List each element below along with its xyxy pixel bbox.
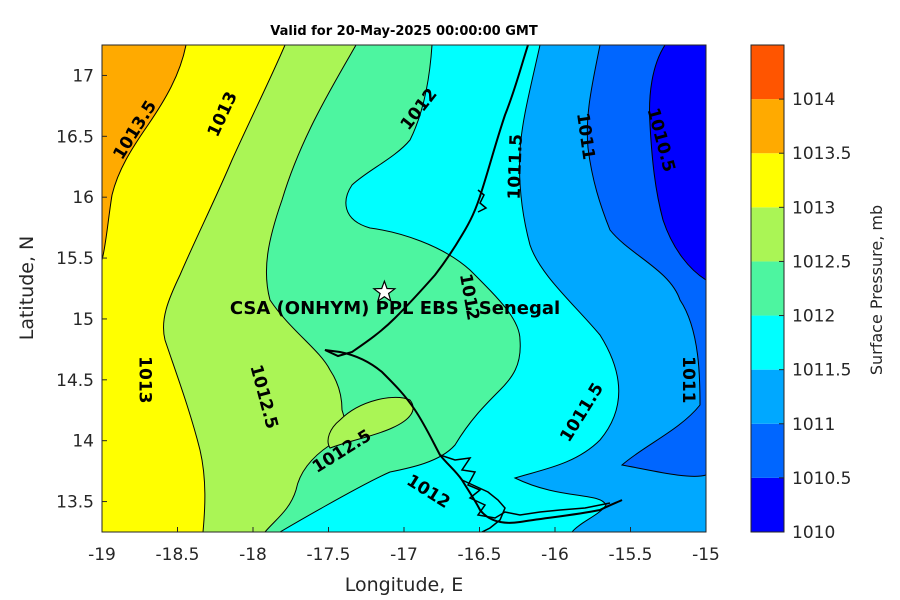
colorbar-swatch [751,315,784,370]
station-name: CSA (ONHYM) PPL EBS - Senegal [230,298,560,319]
colorbar-tick-label: 1011.5 [792,361,851,381]
colorbar-tick-label: 1010 [792,523,835,543]
y-tick-label: 16.5 [56,127,94,147]
colorbar-tick-label: 1010.5 [792,469,851,489]
colorbar-swatch [751,423,784,478]
colorbar-tick-label: 1014 [792,90,835,110]
y-tick-label: 15.5 [56,249,94,269]
coastline [324,45,623,524]
contour-fill [102,45,706,532]
colorbar-frame [750,44,785,533]
gambia-river [439,454,611,519]
band-1013 [102,45,286,532]
station-star-icon [372,279,397,303]
y-tick-label: 14 [72,432,94,452]
x-tick-label: -16.5 [458,545,502,565]
colorbar-swatch [751,477,784,532]
colorbar-tick-label: 1011 [792,415,835,435]
x-tick-label: -15 [692,545,720,565]
y-tick-label: 17 [72,66,94,86]
colorbar-tick-label: 1013.5 [792,144,851,164]
band-1010 [649,45,706,281]
colorbar: 1010 1010.5 1011 1011.5 1012 1012.5 1013 1013.5… [750,44,851,543]
colorbar-tick-label: 1012.5 [792,252,851,272]
colorbar-swatch [751,207,784,262]
colorbar-tick-label: 1013 [792,198,835,218]
colorbar-swatch [751,99,784,154]
colorbar-tick-label: 1012 [792,307,835,327]
y-tick-label: 16 [72,188,94,208]
river-north [477,189,488,213]
contour-label: 1011 [678,356,698,403]
y-axis: 13.5 14 14.5 15 15.5 16 16.5 17 [56,66,107,513]
band-1013.5 [102,45,187,261]
x-tick-label: -18 [239,545,267,565]
y-axis-label: Latitude, N [16,236,38,341]
band-1012.5-tongue [327,396,414,449]
colorbar-label: Surface Pressure, mb [867,205,886,375]
x-tick-label: -17 [390,545,418,565]
gambia-estuary [461,479,506,532]
colorbar-swatch [751,45,784,100]
map-title: Valid for 20-May-2025 00:00:00 GMT [270,24,538,39]
station-marker: CSA (ONHYM) PPL EBS - Senegal [230,279,560,319]
x-tick-label: -19 [88,545,116,565]
y-tick-label: 13.5 [56,493,94,513]
contour-label: 1013 [134,356,154,403]
y-tick-label: 14.5 [56,371,94,391]
contour-label: 1011.5 [505,134,527,200]
x-tick-label: -17.5 [307,545,351,565]
colorbar-swatch [751,369,784,424]
x-tick-label: -16 [541,545,569,565]
x-axis-label: Longitude, E [345,574,464,596]
x-axis: -19 -18.5 -18 -17.5 -17 -16.5 -16 -15.5 -15 [88,527,720,565]
x-tick-label: -15.5 [609,545,653,565]
colorbar-swatch [751,153,784,208]
x-tick-label: -18.5 [156,545,200,565]
y-tick-label: 15 [72,310,94,330]
colorbar-swatch [751,261,784,316]
